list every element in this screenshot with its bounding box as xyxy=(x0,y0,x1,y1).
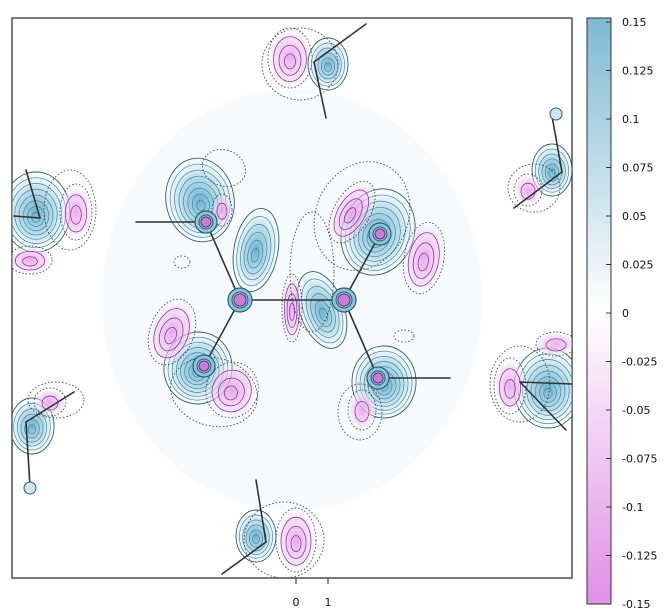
negative-lobe xyxy=(205,361,259,419)
bond-line xyxy=(313,61,327,119)
negative-lobe xyxy=(211,193,233,227)
bond-line xyxy=(25,169,41,219)
positive-lobe xyxy=(296,271,348,349)
density-features xyxy=(12,23,572,578)
zero-contour xyxy=(243,501,325,578)
negative-lobe xyxy=(347,389,377,431)
negative-lobe xyxy=(535,331,572,357)
negative-lobe xyxy=(493,357,527,415)
colorbar-tick-label: 0.05 xyxy=(622,210,647,223)
bond-line xyxy=(25,421,31,487)
bond-line xyxy=(519,381,567,431)
negative-lobe xyxy=(59,183,93,241)
colorbar: 0.15 0.125 0.1 0.075 0.05 0.025 0 -0.025 -0.05 -0… xyxy=(586,16,657,611)
zero-contour xyxy=(507,163,561,213)
zero-contour xyxy=(489,345,551,423)
colorbar-tick-label: -0.1 xyxy=(622,501,643,514)
zero-contour xyxy=(201,149,247,187)
bond-line xyxy=(519,381,572,385)
negative-lobe xyxy=(275,507,317,573)
zero-contour xyxy=(313,161,411,271)
colorbar-tick-label: 0.125 xyxy=(622,65,654,78)
zero-contour xyxy=(170,356,258,428)
bond-line xyxy=(255,479,267,543)
colorbar-tick-label: -0.05 xyxy=(622,404,650,417)
colorbar-tick-label: 0.15 xyxy=(622,16,647,29)
bond-line xyxy=(13,215,41,219)
colorbar-tick-label: 0.075 xyxy=(622,162,654,175)
negative-lobe xyxy=(281,273,303,343)
colorbar-tick-label: -0.15 xyxy=(622,598,650,611)
colorbar-tick-label: -0.125 xyxy=(622,550,657,563)
zero-contour xyxy=(173,255,191,269)
negative-lobe xyxy=(513,173,543,207)
zero-contour xyxy=(43,169,97,251)
positive-lobe xyxy=(531,143,572,197)
colorbar-gradient xyxy=(586,17,612,605)
colorbar-tick-label: 0.1 xyxy=(622,113,640,126)
bond-line xyxy=(513,171,563,209)
x-axis: 0 1 xyxy=(293,578,332,609)
negative-lobe xyxy=(402,221,446,295)
zero-contour xyxy=(27,381,85,419)
zero-contour xyxy=(393,329,415,343)
zero-contour xyxy=(261,27,339,101)
negative-lobe xyxy=(12,245,53,275)
colorbar-tick-label: -0.075 xyxy=(622,453,657,466)
bond-line xyxy=(343,299,379,379)
negative-lobe xyxy=(147,298,197,366)
colorbar-tick-label: 0 xyxy=(622,307,629,320)
positive-lobe xyxy=(235,509,277,563)
colorbar-tick-label: 0.025 xyxy=(622,259,654,272)
colorbar-tick-label: -0.025 xyxy=(622,356,657,369)
zero-contour xyxy=(337,383,383,441)
x-tick-label: 0 xyxy=(293,596,300,609)
x-tick-label: 1 xyxy=(325,596,332,609)
bond-line xyxy=(313,23,367,63)
bond-line xyxy=(205,221,241,301)
negative-lobe xyxy=(33,387,67,417)
bond-line xyxy=(551,115,563,173)
zero-contour xyxy=(289,211,335,333)
bond-line xyxy=(221,541,267,575)
negative-lobe xyxy=(267,27,313,89)
bond-line xyxy=(25,391,75,423)
